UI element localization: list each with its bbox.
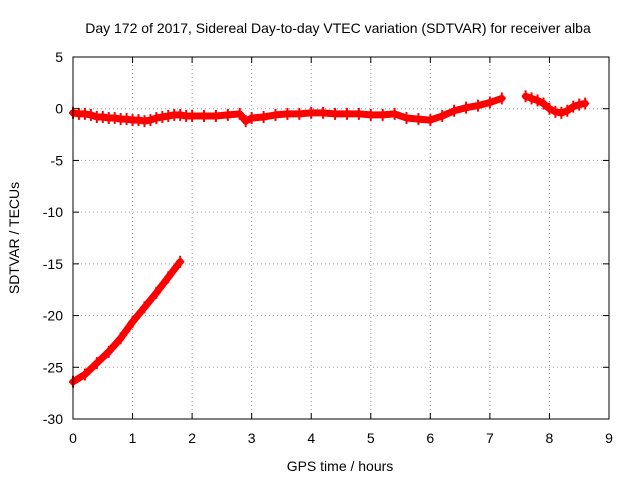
x-tick-label: 7 xyxy=(486,430,494,446)
x-tick-label: 6 xyxy=(426,430,434,446)
y-tick-label: -15 xyxy=(43,256,63,272)
y-tick-label: 0 xyxy=(55,101,63,117)
y-tick-label: -30 xyxy=(43,411,63,427)
tick-layer: 0 1 2 3 4 5 6 7 8 9 -30 -25 -20 -15 -10 -5 0 5 xyxy=(43,49,613,446)
y-tick-label: -20 xyxy=(43,308,63,324)
x-axis-label: GPS time / hours xyxy=(287,458,394,474)
y-tick-label: -5 xyxy=(51,152,64,168)
series-sdtvar-early-ramp xyxy=(69,255,185,388)
x-tick-label: 2 xyxy=(188,430,196,446)
y-tick-label: 5 xyxy=(55,49,63,65)
series-layer xyxy=(69,90,590,388)
series-sdtvar-late xyxy=(521,90,590,119)
x-tick-label: 1 xyxy=(129,430,137,446)
y-tick-label: -10 xyxy=(43,204,63,220)
y-axis-label: SDTVAR / TECUs xyxy=(6,182,22,294)
x-tick-label: 4 xyxy=(307,430,315,446)
series-sdtvar-main xyxy=(69,92,506,128)
chart-title: Day 172 of 2017, Sidereal Day-to-day VTE… xyxy=(85,20,591,36)
x-tick-label: 0 xyxy=(69,430,77,446)
x-tick-label: 9 xyxy=(605,430,613,446)
y-tick-label: -25 xyxy=(43,359,63,375)
x-tick-label: 8 xyxy=(546,430,554,446)
plot-frame xyxy=(72,56,610,420)
x-tick-label: 3 xyxy=(248,430,256,446)
series-band xyxy=(69,258,184,386)
x-tick-label: 5 xyxy=(367,430,375,446)
